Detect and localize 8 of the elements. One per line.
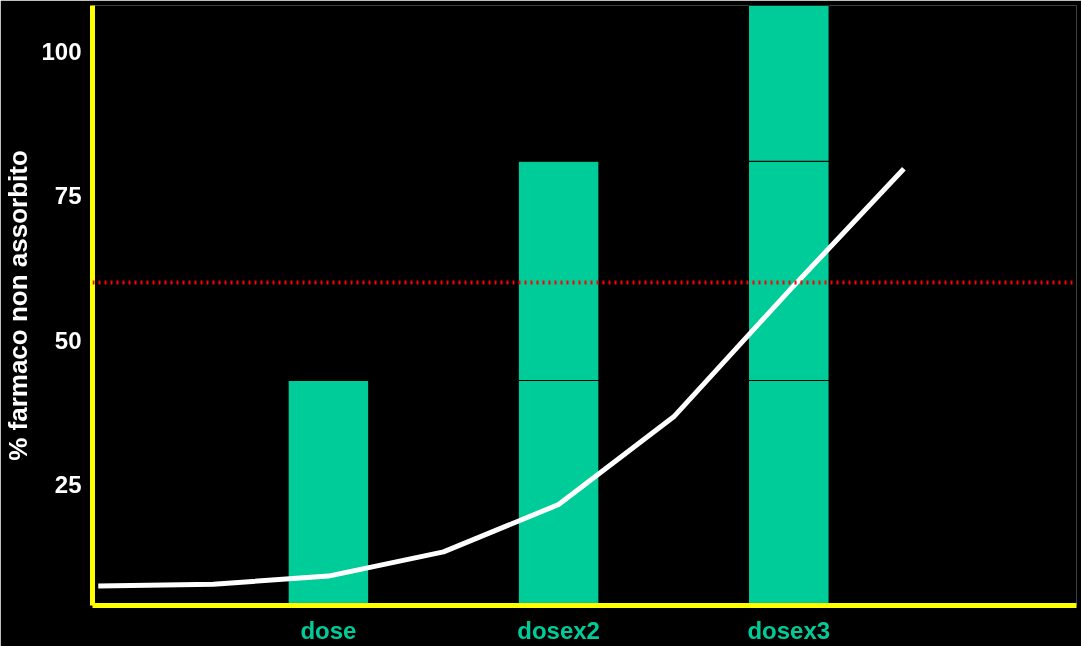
x-tick-label: dose bbox=[300, 616, 357, 644]
y-tick-label: 50 bbox=[54, 326, 82, 354]
x-tick-label: dosex3 bbox=[747, 616, 831, 644]
y-tick-label: 75 bbox=[54, 182, 82, 210]
y-tick-label: 25 bbox=[54, 470, 82, 498]
y-axis-title: % farmaco non assorbito bbox=[3, 150, 34, 461]
y-tick-label: 100 bbox=[41, 38, 82, 66]
x-tick-label: dosex2 bbox=[517, 616, 600, 644]
